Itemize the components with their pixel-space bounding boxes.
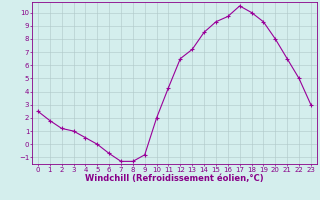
X-axis label: Windchill (Refroidissement éolien,°C): Windchill (Refroidissement éolien,°C) xyxy=(85,174,264,183)
